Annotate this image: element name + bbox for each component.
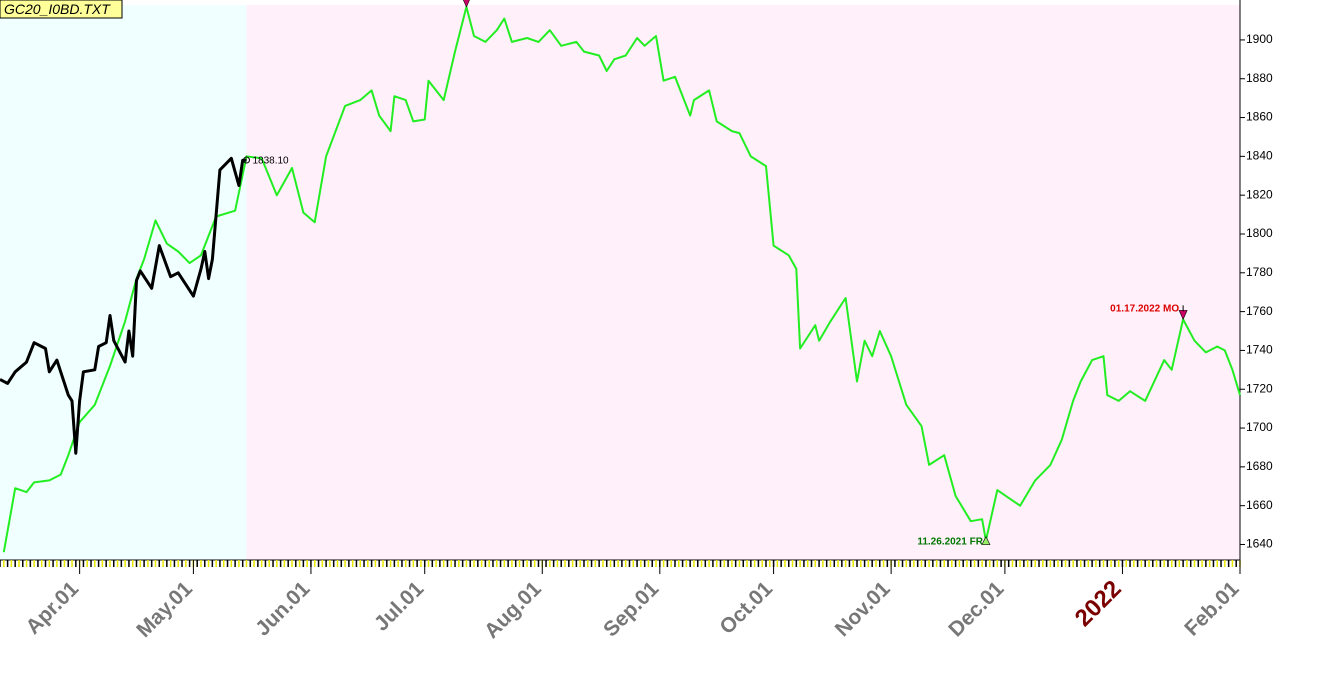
y-tick-label: 1800	[1246, 226, 1273, 240]
series-line	[2, 5, 1241, 553]
y-tick-label: 1740	[1246, 343, 1273, 357]
series-line	[0, 156, 247, 455]
y-tick-label: 1860	[1246, 110, 1273, 124]
chart-title: GC20_I0BD.TXT	[4, 1, 111, 17]
y-tick-label: 1760	[1246, 304, 1273, 318]
last-point	[242, 156, 250, 164]
x-tick-label: Feb.01	[1180, 577, 1244, 641]
y-tick-label: 1720	[1246, 381, 1273, 395]
title-box	[0, 0, 123, 19]
plot: 1838.10 07.12.2021 MO 11.26.2021 FR 01.17.2…	[0, 0, 1241, 553]
y-tick-label: 1780	[1246, 265, 1273, 279]
y-tick-label: 1900	[1246, 32, 1273, 46]
shaded-region	[0, 5, 247, 560]
high-marker	[463, 0, 470, 8]
annotation: 07.12.2021 MO	[393, 0, 462, 2]
x-tick-label: Dec.01	[944, 577, 1008, 641]
x-tick-label: Sep.01	[599, 577, 663, 641]
x-tick-label: Jun.01	[251, 577, 315, 641]
y-tick-label: 1880	[1246, 71, 1273, 85]
x-tick-label: Apr.01	[22, 577, 84, 639]
annotation: 11.26.2021 FR	[917, 537, 983, 548]
shaded-region	[246, 5, 1241, 560]
y-tick-label: 1640	[1246, 537, 1273, 551]
low-marker	[981, 535, 991, 545]
background	[0, 5, 1241, 560]
y-tick-label: 1660	[1246, 498, 1273, 512]
y-tick-label: 1840	[1246, 149, 1273, 163]
x-tick-label: Aug.01	[480, 577, 546, 643]
x-tick-label: Nov.01	[831, 577, 895, 641]
x-tick-label: Jul.01	[370, 577, 429, 636]
y-tick-label: 1700	[1246, 420, 1273, 434]
value-label: 1838.10	[252, 156, 289, 167]
annotation: 01.17.2022 MO	[1110, 303, 1179, 314]
y-tick-label: 1680	[1246, 459, 1273, 473]
y-tick-label: 1820	[1246, 187, 1273, 201]
x-tick-label: 2022	[1070, 575, 1127, 632]
x-tick-label: Oct.01	[715, 577, 777, 639]
x-tick-label: May.01	[132, 577, 197, 642]
